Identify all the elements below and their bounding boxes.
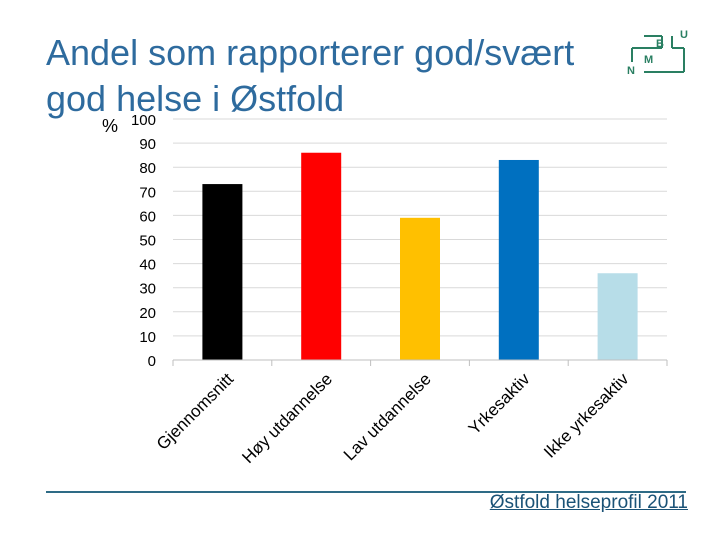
y-tick-label: 40 xyxy=(139,257,156,274)
bar xyxy=(498,159,539,360)
footer-divider xyxy=(46,491,686,493)
bar xyxy=(301,152,342,360)
bars xyxy=(202,152,638,360)
slide-title: Andel som rapporterer god/svært god hels… xyxy=(46,32,575,119)
logo-letter-n: N xyxy=(627,65,635,77)
x-tick-label: Yrkesaktiv xyxy=(465,369,534,438)
y-tick-label: 50 xyxy=(139,233,156,250)
y-tick-label: 70 xyxy=(139,184,156,201)
bar xyxy=(202,184,243,360)
y-tick-label: 90 xyxy=(139,136,156,153)
gridlines xyxy=(173,118,667,337)
bar xyxy=(597,273,638,360)
y-tick-label: 20 xyxy=(139,305,156,322)
y-tick-label: 60 xyxy=(139,208,156,225)
y-tick-label: 0 xyxy=(148,353,156,370)
x-tick-label: Gjennomsnitt xyxy=(153,369,237,453)
y-tick-label: 30 xyxy=(139,281,156,298)
footer-source-link[interactable]: Østfold helseprofil 2011 xyxy=(489,492,688,513)
x-tick-label: Ikke yrkesaktiv xyxy=(540,369,633,462)
x-tick-label: Lav utdannelse xyxy=(340,369,435,464)
y-tick-labels: 0 10 20 30 40 50 60 70 80 90 100 xyxy=(131,112,156,370)
logo-icon: U B N M xyxy=(627,29,688,77)
y-tick-label: 100 xyxy=(131,112,156,129)
y-tick-label: 80 xyxy=(139,160,156,177)
x-tick-labels: Gjennomsnitt Høy utdannelse Lav utdannelse… xyxy=(153,369,633,467)
logo-letter-m: M xyxy=(644,54,653,66)
y-tick-label: 10 xyxy=(139,329,156,346)
logo-letter-b: B xyxy=(656,38,664,50)
logo-letter-u: U xyxy=(680,29,688,41)
y-axis-label: % xyxy=(102,116,118,136)
bar xyxy=(400,217,440,360)
x-axis xyxy=(172,359,668,366)
x-tick-label: Høy utdannelse xyxy=(238,369,336,467)
